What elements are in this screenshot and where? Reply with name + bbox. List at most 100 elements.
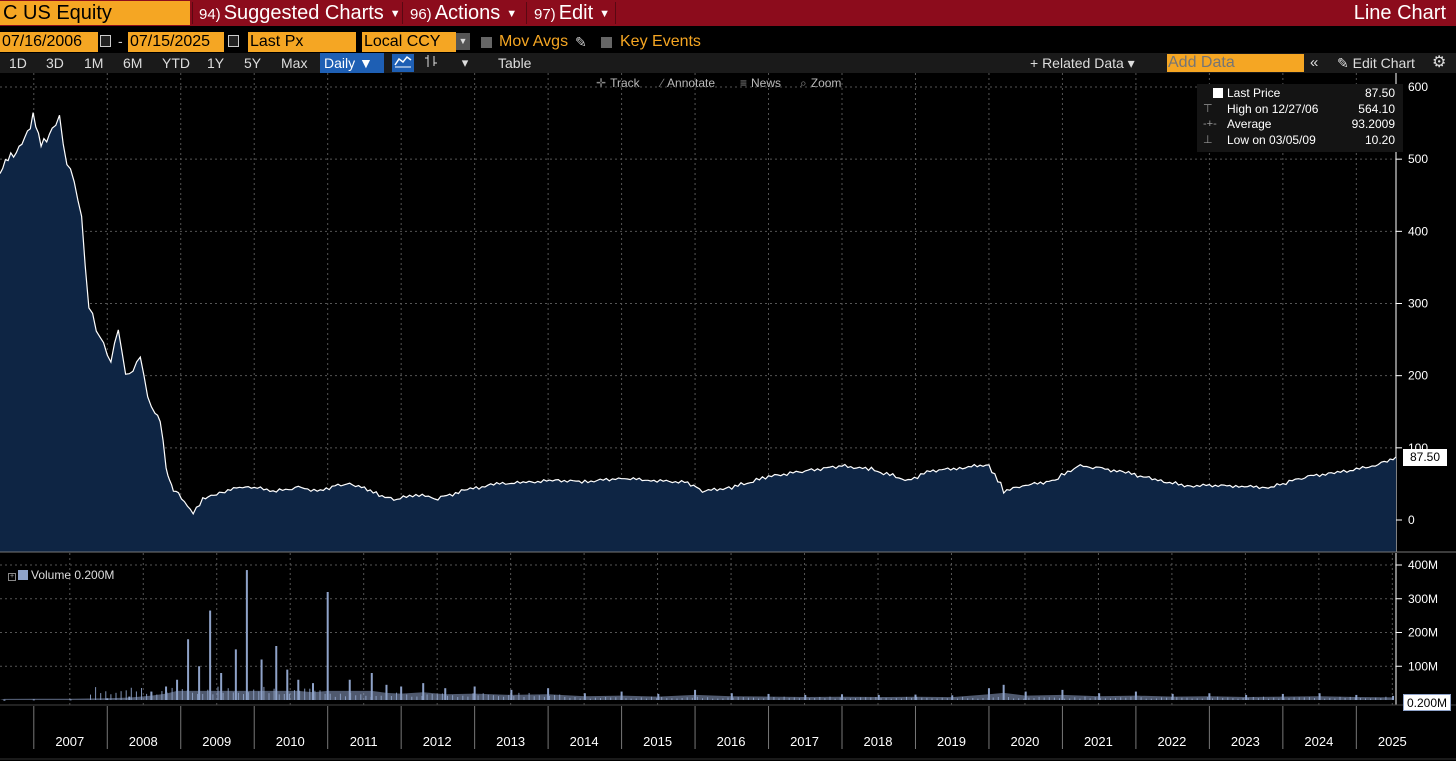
range-1m[interactable]: 1M: [84, 55, 104, 71]
volume-bar: [951, 696, 953, 700]
volume-bar: [1099, 698, 1101, 700]
range-1d[interactable]: 1D: [9, 55, 27, 71]
ohlc-glyph: [425, 55, 437, 67]
volume-bar: [890, 698, 892, 700]
key-events-checkbox[interactable]: [601, 37, 612, 48]
table-button[interactable]: Table: [498, 55, 532, 71]
volume-bar: [814, 698, 816, 700]
volume-bar: [538, 695, 540, 700]
volume-bar: [676, 698, 678, 700]
mov-avgs-checkbox[interactable]: [481, 37, 492, 48]
volume-bar: [656, 698, 658, 700]
volume-bar: [1013, 698, 1015, 700]
volume-bar: [737, 697, 739, 700]
collapse-icon[interactable]: «: [1310, 54, 1319, 71]
volume-bar: [1318, 693, 1321, 700]
volume-bar: [294, 690, 295, 700]
volume-bar: [895, 697, 897, 700]
range-3d[interactable]: 3D: [46, 55, 64, 71]
volume-bar: [666, 698, 668, 700]
news-tool[interactable]: ≡ News: [740, 76, 781, 90]
volume-bar: [987, 688, 990, 700]
volume-bar: [727, 697, 729, 700]
volume-bar: [635, 698, 637, 700]
volume-bar: [1008, 697, 1009, 700]
volume-bar: [1176, 697, 1178, 700]
volume-bar: [1024, 691, 1027, 700]
currency-selector[interactable]: Local CCY: [362, 32, 456, 52]
volume-bar: [275, 646, 278, 700]
suggested-charts-menu[interactable]: 94) Suggested Charts ▼: [199, 0, 401, 26]
legend-value: 564.10: [1358, 102, 1395, 116]
zoom-tool[interactable]: ⌕ Zoom: [800, 76, 841, 91]
field-selector[interactable]: Last Px: [248, 32, 356, 52]
range-max[interactable]: Max: [281, 55, 308, 71]
volume-bar: [467, 696, 469, 700]
edit-menu[interactable]: 97) Edit ▼: [534, 0, 610, 26]
chevron-down-icon[interactable]: ▾: [461, 55, 469, 70]
volume-bar: [1115, 697, 1117, 700]
volume-bar: [1135, 698, 1137, 700]
volume-bar: [1002, 684, 1005, 700]
legend-average: -+- Average 93.2009: [1203, 116, 1399, 132]
actions-menu[interactable]: 96) Actions ▼: [410, 0, 517, 26]
annotate-icon: ∕: [661, 76, 664, 90]
chevron-down-icon[interactable]: ▼: [456, 33, 470, 50]
calendar-icon[interactable]: [228, 35, 239, 47]
related-data-button[interactable]: + Related Data ▾: [1030, 55, 1135, 71]
track-tool[interactable]: ✛ Track: [596, 76, 640, 90]
volume-bar: [600, 698, 601, 700]
volume-bar: [447, 695, 448, 700]
zoom-icon: ⌕: [800, 76, 807, 90]
volume-bar: [426, 694, 428, 700]
volume-bar: [1171, 697, 1173, 700]
edit-chart-button[interactable]: ✎ Edit Chart: [1337, 55, 1415, 71]
ticker-field[interactable]: C US Equity: [0, 1, 190, 25]
end-date-field[interactable]: 07/15/2025: [128, 32, 224, 52]
volume-bar: [370, 696, 372, 700]
volume-bar: [360, 694, 362, 700]
volume-bar: [1303, 697, 1305, 700]
legend-value: 87.50: [1364, 86, 1395, 100]
plus-icon[interactable]: +: [8, 573, 16, 581]
bar-chart-icon[interactable]: [420, 54, 442, 72]
range-6m[interactable]: 6M: [123, 55, 143, 71]
volume-bar: [732, 697, 734, 700]
volume-bar: [355, 695, 357, 700]
frequency-dropdown[interactable]: Daily ▼: [320, 53, 384, 73]
start-date-field[interactable]: 07/16/2006: [0, 32, 98, 52]
x-axis-tick: 2007: [55, 734, 84, 749]
volume-bar: [1237, 698, 1239, 700]
add-data-input[interactable]: [1167, 54, 1304, 72]
volume-y-tick: 200M: [1408, 626, 1438, 640]
volume-bar: [110, 694, 112, 700]
range-1y[interactable]: 1Y: [207, 55, 225, 71]
range-ytd[interactable]: YTD: [162, 55, 190, 71]
pencil-icon[interactable]: ✎: [575, 34, 587, 50]
volume-bar: [547, 688, 550, 700]
volume-bar: [1392, 695, 1395, 700]
volume-bar: [1161, 697, 1162, 700]
line-chart-icon[interactable]: [392, 54, 414, 72]
volume-bar: [1043, 697, 1045, 700]
key-events-label[interactable]: Key Events: [620, 33, 701, 50]
top-menu-bar: C US Equity 94) Suggested Charts ▼ 96) Acti…: [0, 0, 1456, 26]
volume-bar: [253, 689, 255, 700]
calendar-icon[interactable]: [100, 35, 111, 47]
volume-bar: [171, 687, 173, 700]
gear-icon[interactable]: ⚙: [1432, 54, 1447, 71]
volume-bar: [824, 698, 826, 700]
mov-avgs-label[interactable]: Mov Avgs: [499, 33, 569, 50]
volume-bar: [187, 639, 190, 700]
volume-bar: [385, 684, 388, 700]
volume-bar: [1314, 698, 1315, 700]
tool-label: Zoom: [810, 76, 842, 90]
range-5y[interactable]: 5Y: [244, 55, 262, 71]
volume-bar: [768, 698, 770, 700]
x-axis-tick: 2025: [1378, 734, 1407, 749]
annotate-tool[interactable]: ∕ Annotate: [661, 76, 715, 90]
volume-chart[interactable]: 100M 200M 300M 400M 2007 2008 2009 2010 2011 2012…: [0, 553, 1456, 761]
volume-bar: [130, 687, 132, 700]
x-axis-tick: 2011: [350, 734, 378, 749]
